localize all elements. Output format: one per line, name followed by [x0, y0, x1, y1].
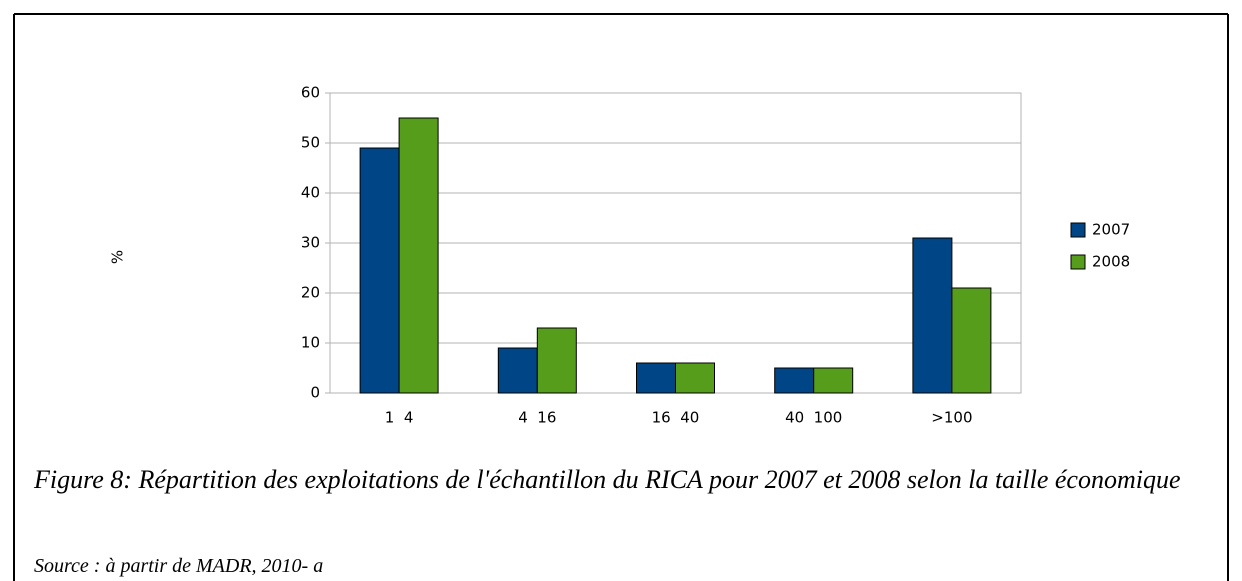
x-tick-label: 1 4	[385, 409, 414, 427]
bar	[675, 362, 715, 394]
bar	[774, 367, 815, 394]
caption: Figure 8: Répartition des exploitations …	[34, 465, 1181, 494]
bar	[497, 347, 538, 394]
bar	[951, 287, 992, 394]
legend-swatch	[1070, 222, 1086, 238]
y-axis-label: %	[109, 250, 127, 264]
source: Source : à partir de MADR, 2010- a	[34, 555, 324, 577]
y-tick-label: 50	[301, 134, 320, 152]
x-tick-label: 16 40	[652, 409, 700, 427]
x-tick-label: 40 100	[785, 409, 842, 427]
legend-label: 2008	[1092, 253, 1130, 271]
bar	[813, 367, 854, 394]
x-tick-label: 4 16	[518, 409, 556, 427]
legend-swatch	[1070, 254, 1086, 270]
bar	[359, 147, 400, 394]
legend-label: 2007	[1092, 221, 1130, 239]
bar	[536, 327, 577, 394]
x-tick-label: >100	[931, 409, 972, 427]
bar	[636, 362, 676, 394]
y-tick-label: 0	[310, 384, 320, 402]
y-tick-label: 10	[301, 334, 320, 352]
y-tick-label: 30	[301, 234, 320, 252]
bar	[912, 237, 953, 394]
bar	[398, 117, 439, 394]
y-tick-label: 60	[301, 84, 320, 102]
y-tick-label: 20	[301, 284, 320, 302]
y-tick-label: 40	[301, 184, 320, 202]
